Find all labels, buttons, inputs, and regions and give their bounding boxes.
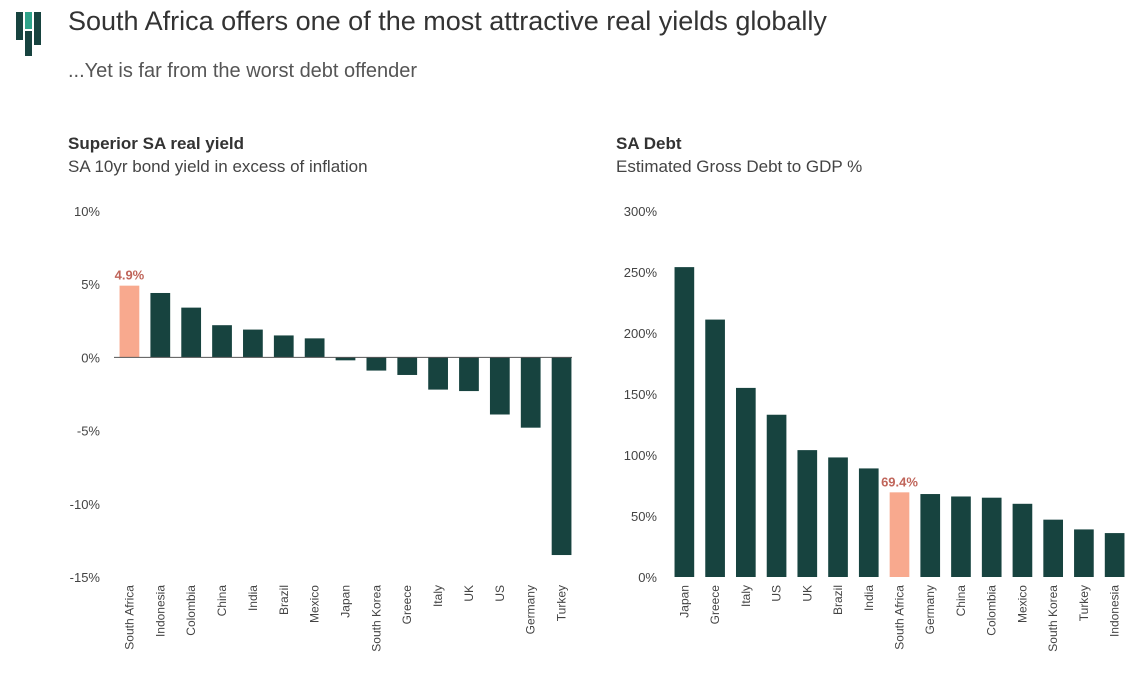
- debt-ytick-label: 150%: [624, 387, 658, 402]
- debt-bar-indonesia: [1104, 533, 1125, 577]
- real-yield-bar-turkey: [551, 357, 572, 556]
- debt-xtick-label-south-korea: South Korea: [1046, 585, 1060, 652]
- debt-xtick-label-greece: Greece: [708, 585, 722, 625]
- real-yield-bar-south-africa: [119, 285, 140, 358]
- debt-ytick-label: 0%: [638, 570, 657, 585]
- real-yield-bar-us: [489, 357, 510, 415]
- real-yield-xtick-label-japan: Japan: [339, 585, 353, 618]
- debt-xtick-label-japan: Japan: [677, 585, 691, 618]
- debt-ytick-label: 300%: [624, 204, 658, 219]
- real-yield-chart-title: Superior SA real yield: [68, 134, 245, 153]
- debt-xtick-label-china: China: [954, 585, 968, 617]
- real-yield-xtick-label-brazil: Brazil: [277, 585, 291, 615]
- debt-xtick-label-turkey: Turkey: [1077, 585, 1091, 621]
- real-yield-bar-brazil: [273, 335, 294, 358]
- real-yield-xtick-label-turkey: Turkey: [555, 585, 569, 621]
- page-subtitle: ...Yet is far from the worst debt offend…: [68, 60, 418, 82]
- debt-bar-india: [858, 468, 879, 577]
- debt-xtick-label-colombia: Colombia: [985, 585, 999, 636]
- real-yield-ytick-label: -15%: [70, 570, 101, 585]
- debt-bar-colombia: [981, 497, 1002, 577]
- real-yield-bar-japan: [335, 357, 356, 361]
- page-title: South Africa offers one of the most attr…: [68, 6, 827, 36]
- real-yield-xtick-label-greece: Greece: [400, 585, 414, 625]
- debt-bar-japan: [674, 267, 695, 577]
- real-yield-xtick-label-india: India: [246, 585, 260, 611]
- debt-highlight-data-label: 69.4%: [881, 474, 918, 489]
- debt-ytick-label: 100%: [624, 448, 658, 463]
- real-yield-bar-mexico: [304, 338, 325, 358]
- real-yield-xtick-label-south-korea: South Korea: [369, 585, 383, 652]
- debt-bar-greece: [705, 319, 725, 577]
- debt-xtick-label-mexico: Mexico: [1015, 585, 1029, 623]
- debt-xtick-label-indonesia: Indonesia: [1108, 585, 1122, 637]
- real-yield-bar-india: [243, 329, 263, 358]
- debt-xtick-label-india: India: [862, 585, 876, 611]
- brand-logo-icon: [16, 12, 41, 56]
- debt-xtick-label-italy: Italy: [739, 585, 753, 607]
- debt-bar-italy: [735, 387, 756, 577]
- real-yield-highlight-data-label: 4.9%: [115, 268, 145, 283]
- debt-xtick-label-uk: UK: [800, 585, 814, 602]
- real-yield-ytick-label: 10%: [74, 204, 100, 219]
- real-yield-xtick-label-uk: UK: [462, 585, 476, 602]
- debt-bar-china: [951, 496, 971, 577]
- real-yield-xtick-label-mexico: Mexico: [308, 585, 322, 623]
- debt-bar-germany: [920, 494, 941, 577]
- debt-bar-south-africa: [889, 492, 910, 577]
- debt-ytick-label: 50%: [631, 509, 657, 524]
- debt-bar-uk: [797, 450, 818, 577]
- debt-xtick-label-germany: Germany: [923, 585, 937, 634]
- real-yield-xtick-label-italy: Italy: [431, 585, 445, 607]
- real-yield-xtick-label-germany: Germany: [524, 585, 538, 634]
- real-yield-ytick-label: 0%: [81, 350, 100, 365]
- debt-bar-south-korea: [1043, 519, 1064, 577]
- debt-bar-us: [766, 414, 787, 577]
- real-yield-bar-south-korea: [366, 357, 387, 371]
- real-yield-bar-china: [212, 325, 232, 358]
- real-yield-chart-subtitle: SA 10yr bond yield in excess of inflatio…: [68, 157, 368, 176]
- real-yield-bar-colombia: [181, 307, 202, 358]
- real-yield-xtick-label-south-africa: South Africa: [122, 585, 136, 650]
- debt-bar-turkey: [1074, 529, 1094, 577]
- real-yield-bar-greece: [397, 357, 418, 375]
- debt-bar-mexico: [1012, 503, 1033, 577]
- real-yield-bar-indonesia: [150, 292, 171, 358]
- real-yield-bar-uk: [459, 357, 479, 392]
- debt-bar-chart: 300% 250% 200% 150% 100% 50% 0% Japan Greece Ital…: [624, 204, 1125, 652]
- debt-ytick-label: 250%: [624, 265, 658, 280]
- real-yield-xtick-label-china: China: [215, 585, 229, 617]
- real-yield-ytick-label: -10%: [70, 497, 101, 512]
- real-yield-xtick-label-colombia: Colombia: [184, 585, 198, 636]
- real-yield-xtick-label-indonesia: Indonesia: [153, 585, 167, 637]
- debt-chart-subtitle: Estimated Gross Debt to GDP %: [616, 157, 863, 176]
- real-yield-ytick-label: 5%: [81, 277, 100, 292]
- debt-xtick-label-brazil: Brazil: [831, 585, 845, 615]
- debt-xtick-label-south-africa: South Africa: [893, 585, 907, 650]
- debt-xtick-label-us: US: [770, 585, 784, 602]
- real-yield-bar-italy: [428, 357, 448, 390]
- real-yield-ytick-label: -5%: [77, 424, 101, 439]
- real-yield-bar-chart: 10% 5% 0% -5% -10% -15% 4.9% South Africa Indone…: [70, 204, 572, 652]
- real-yield-xtick-label-us: US: [493, 585, 507, 602]
- debt-ytick-label: 200%: [624, 326, 658, 341]
- real-yield-bar-germany: [520, 357, 541, 428]
- debt-chart-title: SA Debt: [616, 134, 682, 153]
- debt-bar-brazil: [828, 457, 848, 577]
